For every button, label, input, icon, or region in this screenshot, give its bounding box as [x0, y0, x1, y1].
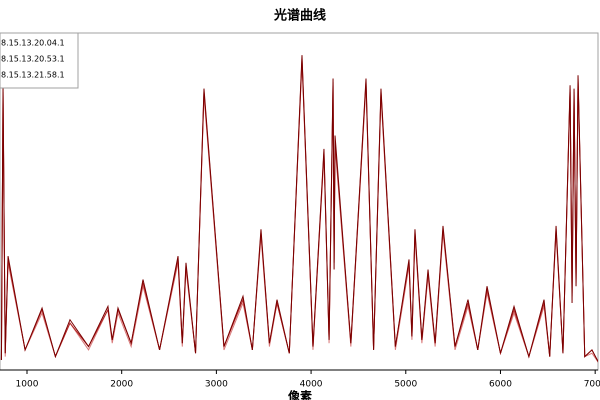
x-tick-label: 2000	[110, 380, 133, 390]
chart-title: 光谱曲线	[273, 8, 326, 24]
x-tick-label: 5000	[394, 380, 417, 390]
spectrum-line	[0, 55, 598, 363]
x-tick-label: 1000	[16, 380, 39, 390]
legend-box	[0, 32, 79, 89]
x-axis-label: 像素	[288, 389, 312, 400]
legend-entry: 8.15.13.20.04.1	[1, 39, 65, 48]
plot-frame	[0, 32, 599, 371]
legend-entry: 8.15.13.21.58.1	[1, 71, 65, 80]
legend-entry: 8.15.13.20.53.1	[1, 55, 65, 64]
x-tick-label: 7000	[584, 380, 600, 390]
x-tick-label: 3000	[205, 380, 228, 390]
x-tick-label: 6000	[489, 380, 512, 390]
x-tick-label: 4000	[300, 380, 323, 390]
